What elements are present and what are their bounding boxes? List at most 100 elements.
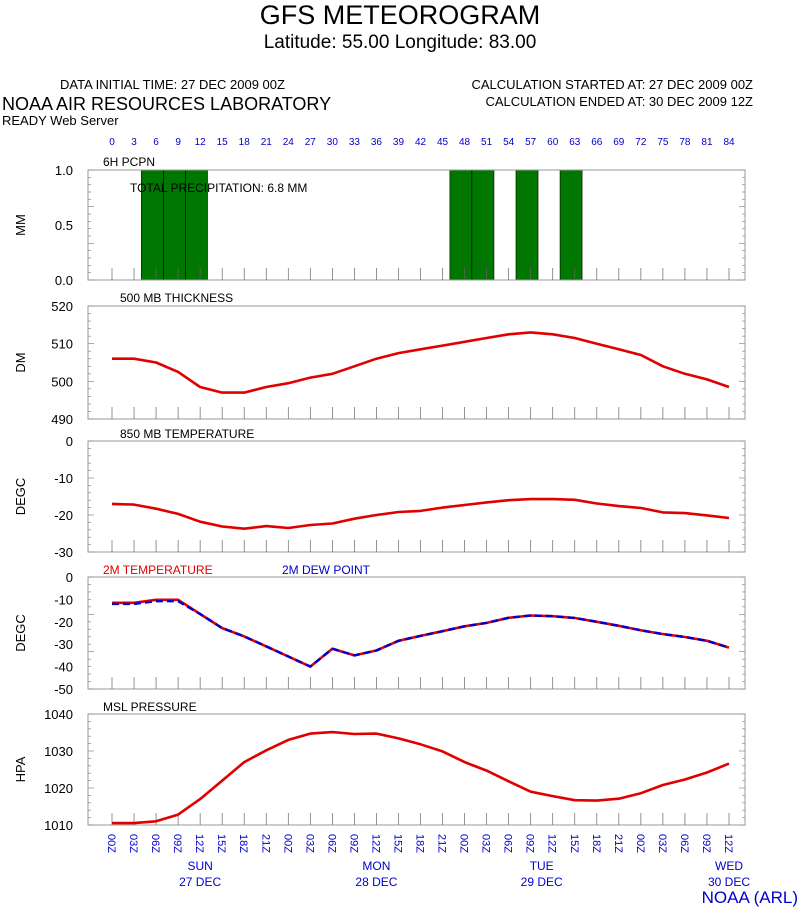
time-tick-label: 12Z xyxy=(722,834,734,853)
y-tick-label: 1.0 xyxy=(55,163,73,178)
date-label: 28 DEC xyxy=(355,875,397,889)
y-tick-label: 1020 xyxy=(44,781,73,796)
time-tick-label: 03Z xyxy=(303,834,315,853)
hour-tick-label: 39 xyxy=(393,137,405,148)
hour-tick-label: 3 xyxy=(131,137,137,148)
y-tick-label: -40 xyxy=(54,660,73,675)
series-line xyxy=(112,331,730,394)
y-tick-label: -30 xyxy=(54,545,73,560)
y-tick-label: 500 xyxy=(51,374,73,389)
panel-frame xyxy=(87,169,746,281)
hour-tick-label: 0 xyxy=(109,137,115,148)
y-tick-label: 490 xyxy=(51,412,73,427)
panel-3: -50 -40 -30 -20 -10 0 DEGC 2M TEMPERATURE 2M DEW… xyxy=(13,563,746,697)
hour-tick-label: 45 xyxy=(437,137,449,148)
day-label: SUN xyxy=(187,859,212,873)
hour-tick-label: 78 xyxy=(679,137,691,148)
hour-tick-label: 42 xyxy=(415,137,427,148)
time-tick-label: 12Z xyxy=(369,834,381,853)
hour-tick-label: 81 xyxy=(701,137,713,148)
total-precip-annotation: TOTAL PRECIPITATION: 6.8 MM xyxy=(130,181,307,195)
hour-tick-label: 6 xyxy=(153,137,159,148)
time-tick-label: 15Z xyxy=(215,834,227,853)
series-line-1 xyxy=(112,600,730,668)
hour-tick-label: 27 xyxy=(305,137,317,148)
panel-title: 6H PCPN xyxy=(103,155,155,169)
date-label: 29 DEC xyxy=(521,875,563,889)
hour-tick-label: 66 xyxy=(591,137,603,148)
y-tick-label: 1010 xyxy=(44,818,73,833)
day-label: WED xyxy=(715,859,743,873)
date-label: 27 DEC xyxy=(179,875,221,889)
hour-tick-label: 75 xyxy=(657,137,669,148)
day-label: TUE xyxy=(530,859,554,873)
credit: NOAA (ARL) xyxy=(702,888,798,907)
hour-tick-label: 84 xyxy=(723,137,735,148)
panel-0: 0.0 0.5 1.0 MM 6H PCPN TOTAL PRECIPITATION: 6… xyxy=(13,155,746,288)
y-tick-label: 520 xyxy=(51,299,73,314)
hour-tick-label: 21 xyxy=(261,137,273,148)
panel-title: 500 MB THICKNESS xyxy=(120,291,233,305)
y-tick-label: -20 xyxy=(54,508,73,523)
y-tick-label: 0.0 xyxy=(55,273,73,288)
time-tick-label: 09Z xyxy=(171,834,183,853)
server-name: READY Web Server xyxy=(2,113,119,128)
series-line xyxy=(111,497,730,531)
hour-tick-label: 63 xyxy=(569,137,581,148)
hour-tick-label: 36 xyxy=(371,137,383,148)
hour-tick-label: 12 xyxy=(195,137,207,148)
time-tick-label: 09Z xyxy=(700,834,712,853)
panel-frame xyxy=(87,576,746,690)
y-tick-label: -10 xyxy=(54,592,73,607)
time-tick-label: 00Z xyxy=(458,834,470,853)
panel-4: 1010 1020 1030 1040 HPA MSL PRESSURE xyxy=(13,700,746,833)
time-tick-label: 06Z xyxy=(678,834,690,853)
day-label: MON xyxy=(362,859,390,873)
legend-entry: 2M TEMPERATURE xyxy=(103,563,213,577)
calc-started: CALCULATION STARTED AT: 27 DEC 2009 00Z xyxy=(471,77,753,92)
y-tick-label: -30 xyxy=(54,637,73,652)
time-tick-label: 18Z xyxy=(590,834,602,853)
date-label: 30 DEC xyxy=(708,875,750,889)
y-axis-label: DEGC xyxy=(13,614,28,652)
time-tick-label: 15Z xyxy=(568,834,580,853)
y-tick-label: 1030 xyxy=(44,744,73,759)
panel-frame xyxy=(87,440,746,553)
hour-tick-label: 9 xyxy=(175,137,181,148)
time-tick-label: 12Z xyxy=(546,834,558,853)
time-tick-label: 03Z xyxy=(656,834,668,853)
y-axis-label: MM xyxy=(13,214,28,236)
time-tick-label: 06Z xyxy=(149,834,161,853)
y-axis-label: DM xyxy=(13,352,28,372)
y-tick-label: -10 xyxy=(54,471,73,486)
hour-tick-label: 69 xyxy=(613,137,625,148)
precip-bar xyxy=(515,169,539,281)
panel-2: -30 -20 -10 0 DEGC 850 MB TEMPERATURE xyxy=(13,427,746,560)
y-tick-label: 510 xyxy=(51,337,73,352)
time-tick-label: 12Z xyxy=(193,834,205,853)
time-tick-label: 15Z xyxy=(391,834,403,853)
panel-frame xyxy=(87,305,746,420)
panel-title: 850 MB TEMPERATURE xyxy=(120,427,254,441)
precip-bar xyxy=(449,169,473,281)
panel-1: 490 500 510 520 DM 500 MB THICKNESS xyxy=(13,291,746,427)
hour-tick-label: 48 xyxy=(459,137,471,148)
time-tick-label: 21Z xyxy=(436,834,448,853)
y-tick-label: -50 xyxy=(54,682,73,697)
hour-tick-label: 54 xyxy=(503,137,515,148)
y-tick-label: 0 xyxy=(66,570,73,585)
time-tick-label: 18Z xyxy=(414,834,426,853)
y-tick-label: 1040 xyxy=(44,707,73,722)
hour-tick-label: 72 xyxy=(635,137,647,148)
hour-tick-label: 57 xyxy=(525,137,537,148)
time-tick-label: 21Z xyxy=(612,834,624,853)
y-tick-label: -20 xyxy=(54,615,73,630)
y-axis-label: HPA xyxy=(13,756,28,782)
lab-name: NOAA AIR RESOURCES LABORATORY xyxy=(2,94,331,114)
calc-ended: CALCULATION ENDED AT: 30 DEC 2009 12Z xyxy=(485,94,753,109)
hour-tick-label: 18 xyxy=(239,137,251,148)
time-tick-label: 00Z xyxy=(281,834,293,853)
time-tick-label: 21Z xyxy=(259,834,271,853)
precip-bar xyxy=(559,169,583,281)
panel-title: MSL PRESSURE xyxy=(103,700,197,714)
